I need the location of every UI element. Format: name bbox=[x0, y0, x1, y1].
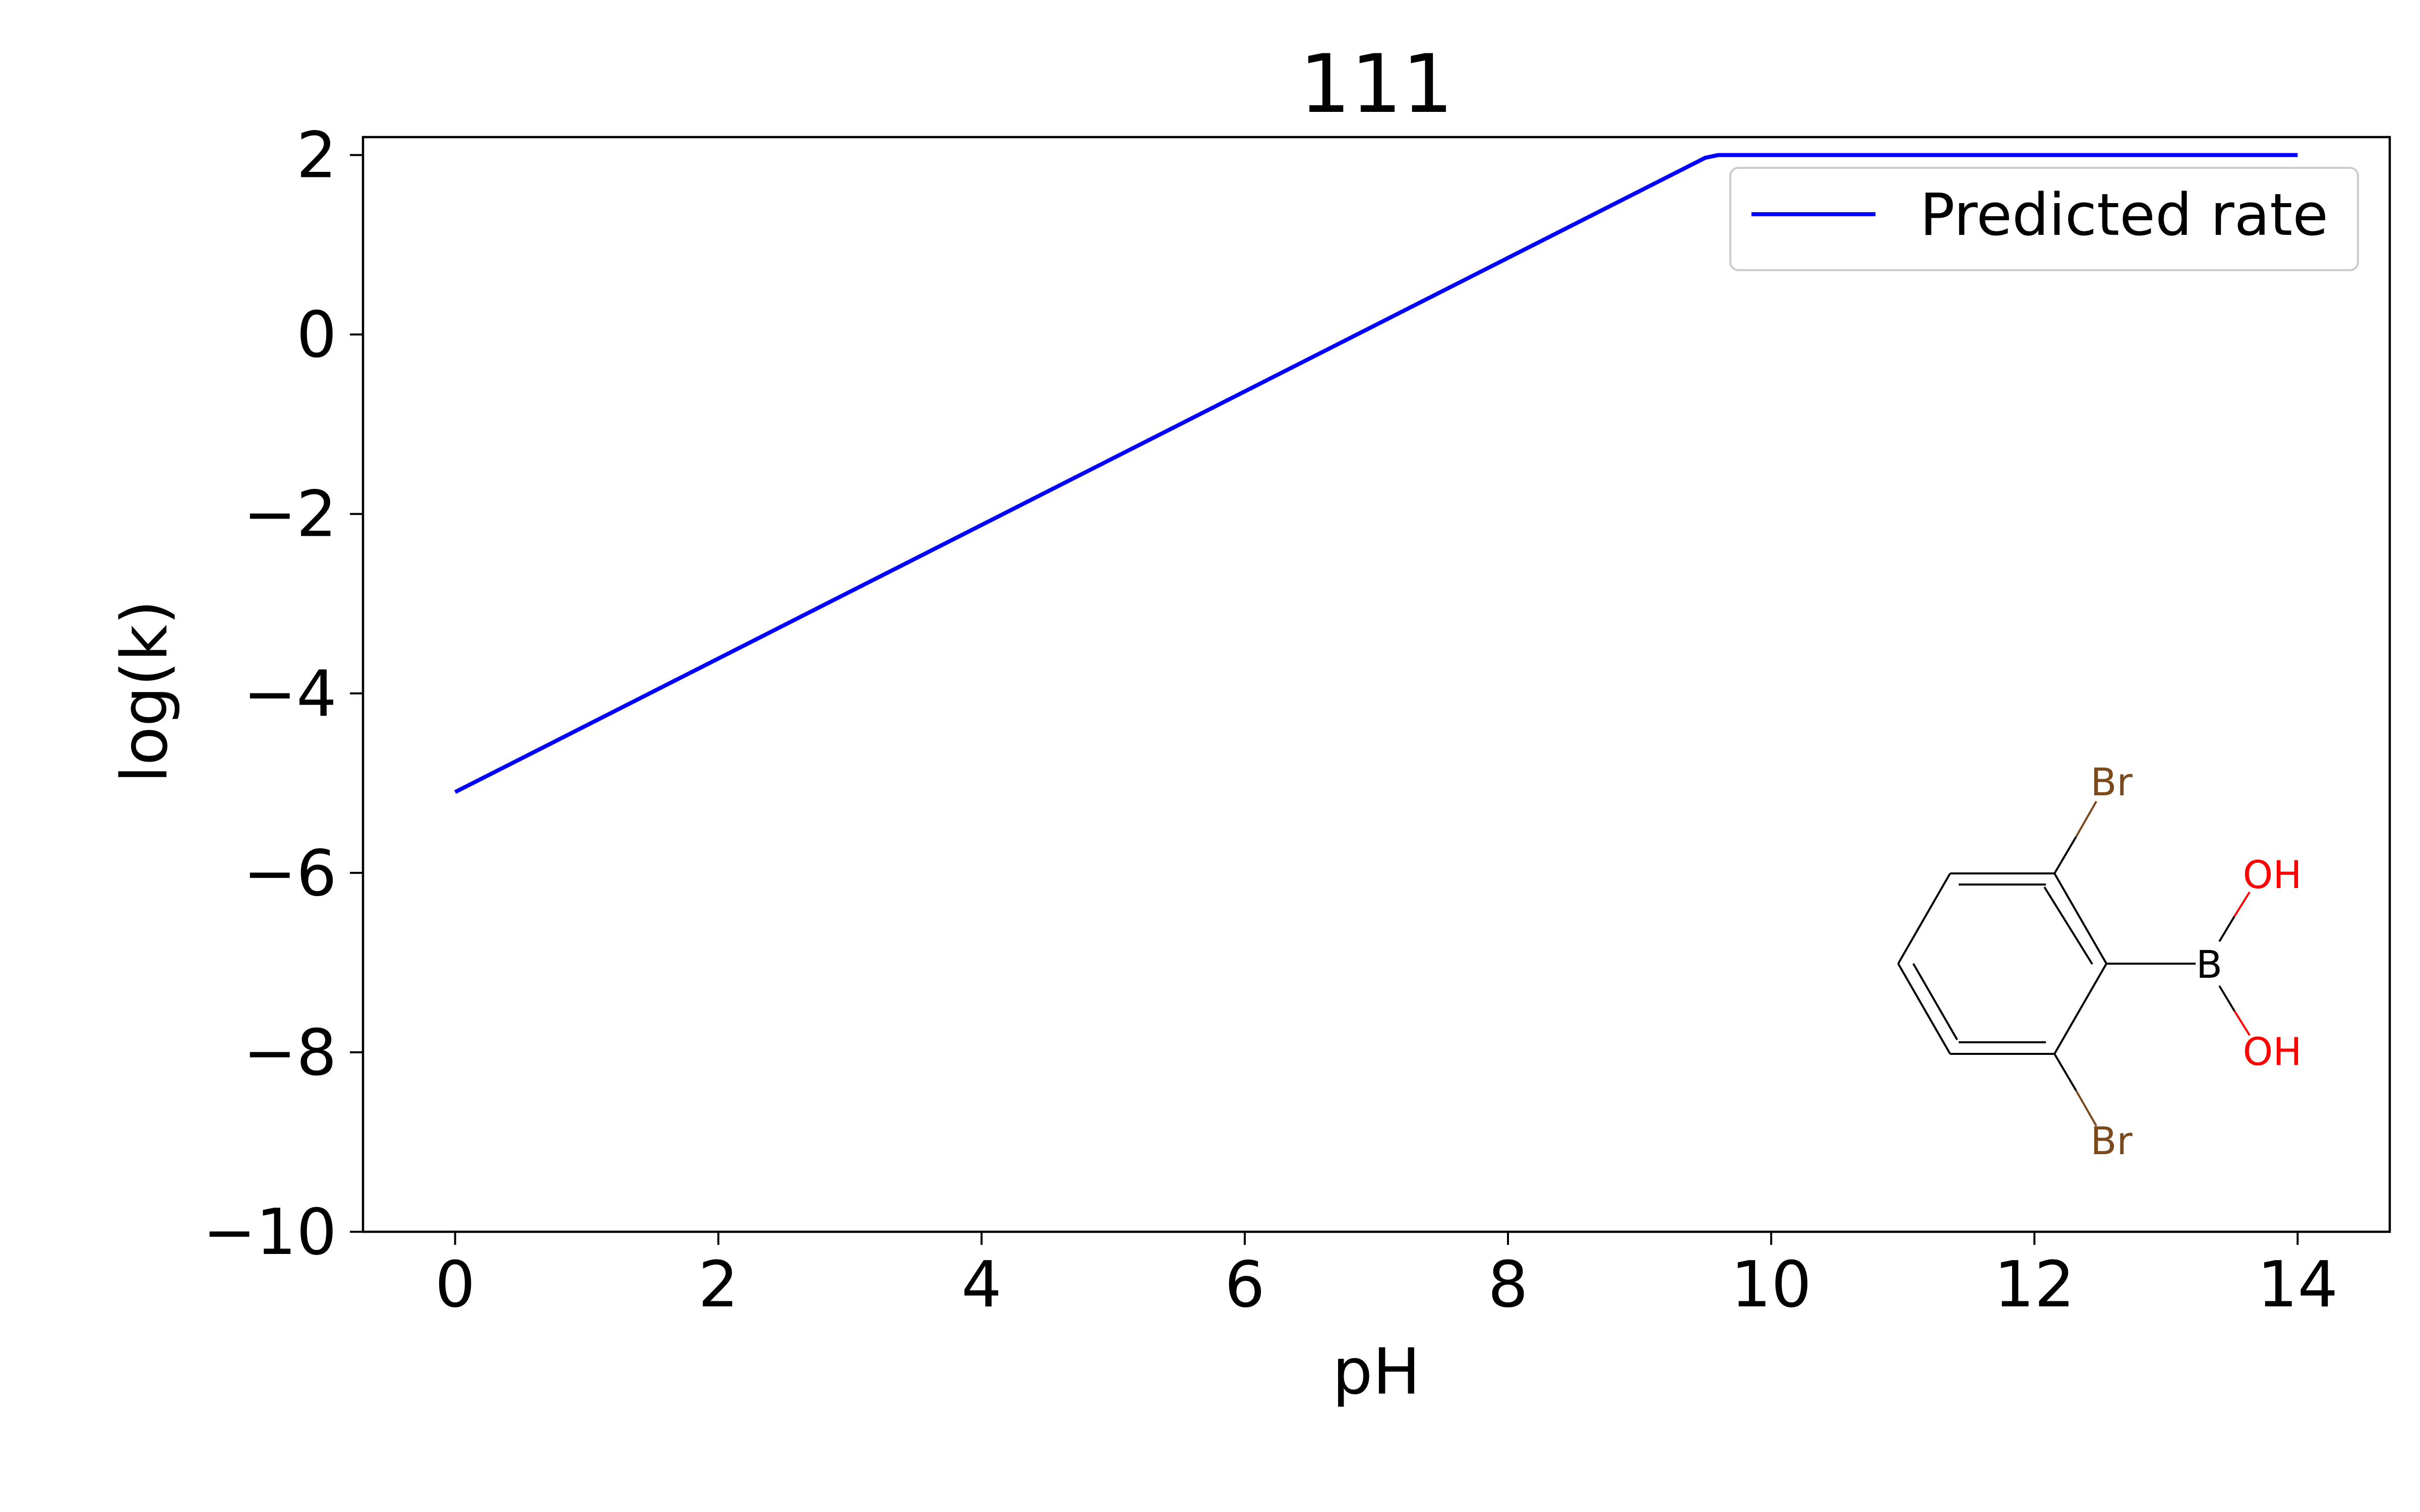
y-tick-label: −2 bbox=[243, 477, 337, 551]
b-o-bond-bottom bbox=[2218, 985, 2235, 1012]
x-tick-label: 4 bbox=[961, 1247, 1002, 1321]
y-tick-label: 0 bbox=[296, 298, 337, 372]
y-axis-label: log(k) bbox=[107, 600, 182, 783]
atom-br-bottom: Br bbox=[2090, 1118, 2133, 1163]
b-o-bond-bottom-colored bbox=[2233, 1010, 2251, 1036]
y-tick-label: −8 bbox=[243, 1016, 337, 1090]
atom-br-top: Br bbox=[2090, 760, 2133, 804]
y-tick-label: −10 bbox=[203, 1195, 337, 1269]
x-tick-label: 2 bbox=[698, 1247, 739, 1321]
chart-title: 111 bbox=[1299, 37, 1453, 131]
legend-box bbox=[1729, 167, 2359, 271]
atom-oh-top: OH bbox=[2243, 852, 2302, 897]
y-tick-label: 2 bbox=[296, 118, 337, 193]
atom-b: B bbox=[2196, 942, 2222, 987]
ring-bond bbox=[2053, 873, 2107, 964]
x-tick-label: 12 bbox=[1994, 1247, 2075, 1321]
molecule-structure: Br Br B OH OH bbox=[1897, 760, 2302, 1163]
ring-bond bbox=[2053, 963, 2107, 1054]
series-layer bbox=[454, 153, 2298, 794]
molecule-bonds bbox=[1897, 801, 2251, 1126]
x-tick-label: 10 bbox=[1731, 1247, 1811, 1321]
atom-oh-bottom: OH bbox=[2243, 1029, 2302, 1074]
c-br-bond-bottom bbox=[2053, 1053, 2077, 1092]
y-tick-label: −4 bbox=[243, 657, 337, 731]
c-br-bond-top bbox=[2053, 836, 2077, 874]
y-tick-label: −6 bbox=[243, 836, 337, 910]
x-axis-label: pH bbox=[1333, 1335, 1421, 1409]
double-bond bbox=[1912, 963, 1958, 1040]
legend: Predicted rate bbox=[1729, 167, 2359, 271]
plot-area bbox=[361, 136, 2391, 1233]
x-tick-label: 6 bbox=[1225, 1247, 1265, 1321]
b-o-bond-top-colored bbox=[2233, 891, 2251, 917]
x-tick-label: 8 bbox=[1488, 1247, 1528, 1321]
x-tick-label: 0 bbox=[435, 1247, 475, 1321]
x-tick-label: 14 bbox=[2257, 1247, 2338, 1321]
legend-label: Predicted rate bbox=[1920, 181, 2328, 249]
plot-frame bbox=[361, 136, 2391, 1233]
x-axis: 0 2 4 6 8 10 12 14 bbox=[435, 1232, 2338, 1321]
b-o-bond-top bbox=[2218, 915, 2235, 942]
ring-bond bbox=[1897, 963, 1951, 1054]
ring-bond bbox=[1897, 873, 1951, 964]
series-line bbox=[454, 153, 2298, 794]
c-br-bond-top-colored bbox=[2075, 801, 2097, 837]
double-bond bbox=[2043, 886, 2093, 965]
y-axis: 2 0 −2 −4 −6 −8 −10 bbox=[203, 118, 363, 1269]
c-br-bond-bottom-colored bbox=[2075, 1090, 2097, 1126]
